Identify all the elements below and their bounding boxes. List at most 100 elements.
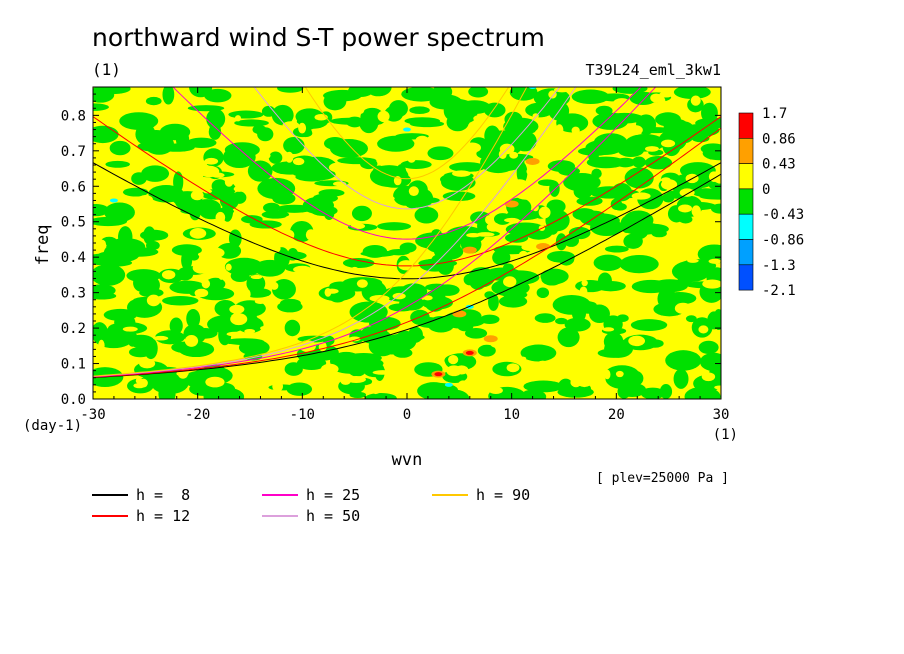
field-patch-positive xyxy=(229,304,245,314)
field-patch-positive xyxy=(526,329,544,339)
legend-label: h = 12 xyxy=(136,507,190,525)
field-patch-negative xyxy=(186,137,217,149)
dispersion-curve-n1-gravity xyxy=(253,87,561,210)
field-patch-positive xyxy=(329,258,340,263)
field-patch-negative xyxy=(477,344,496,357)
x-tick-label: 0 xyxy=(403,407,411,423)
y-tick-label: 0.6 xyxy=(61,179,86,195)
field-patch-negative xyxy=(266,183,286,199)
field-patch-positive xyxy=(230,313,248,326)
field-patch-positive xyxy=(129,154,149,165)
field-patch-negative xyxy=(114,314,136,330)
field-patch-negative xyxy=(699,352,721,372)
colorbar-label: 1.7 xyxy=(762,106,787,122)
field-patch-negative xyxy=(214,300,237,317)
x-tick-label: 20 xyxy=(608,407,625,423)
field-spot-low xyxy=(444,382,453,387)
field-patch-positive xyxy=(328,162,347,173)
field-patch-positive xyxy=(604,369,611,380)
field-patch-positive xyxy=(701,372,716,382)
field-patch-positive xyxy=(477,295,486,301)
field-patch-negative xyxy=(414,206,439,224)
field-patch-negative xyxy=(145,240,160,251)
colorbar-label: 0 xyxy=(762,182,770,198)
x-tick-label: -20 xyxy=(185,407,210,423)
field-patch-negative xyxy=(169,317,183,335)
field-patch-negative xyxy=(701,188,721,199)
field-patch-negative xyxy=(377,135,415,152)
field-patch-positive xyxy=(506,363,520,373)
field-patch-positive xyxy=(265,244,281,254)
field-patch-negative xyxy=(173,171,184,193)
dispersion-curve-n1-gravity xyxy=(172,87,642,240)
field-patch-negative xyxy=(401,87,441,102)
field-patch-negative xyxy=(563,173,601,192)
field-patch-positive xyxy=(153,335,169,341)
field-patch-negative xyxy=(181,250,193,271)
field-patch-positive xyxy=(650,93,663,103)
field-patch-negative xyxy=(330,356,369,374)
field-patch-negative xyxy=(263,202,281,213)
y-tick-label: 0.8 xyxy=(61,108,86,124)
colorbar: 1.7 0.86 0.43 0 -0.43 -0.86 -1.3 -2.1 xyxy=(738,106,804,299)
field-patch-positive xyxy=(377,110,390,123)
field-patch-positive xyxy=(679,188,695,197)
field-patch-negative xyxy=(546,199,566,214)
field-patch-positive xyxy=(218,268,225,280)
field-patch-positive xyxy=(504,217,520,223)
y-tick-label: 0.2 xyxy=(61,321,86,337)
field-patch-positive xyxy=(488,386,503,394)
field-patch-positive xyxy=(372,370,393,375)
colorbar-swatch xyxy=(738,188,754,215)
field-patch-positive xyxy=(448,355,459,365)
field-patch-negative xyxy=(145,96,162,106)
field-patch-negative xyxy=(698,340,719,355)
field-patch-positive xyxy=(505,181,518,188)
curve-legend: h = 8 h = 12 h = 25 h = 50 h = 90 xyxy=(92,486,530,525)
field-patch-negative xyxy=(576,196,603,206)
field-patch-negative xyxy=(520,344,557,362)
field-patch-negative xyxy=(247,160,273,182)
field-patch-negative xyxy=(483,102,506,118)
field-patch-negative xyxy=(525,102,554,118)
field-patch-positive xyxy=(452,170,471,177)
field-patch-negative xyxy=(189,204,201,221)
field-patch-positive xyxy=(254,299,267,304)
field-patch-positive xyxy=(445,138,458,148)
field-patch-negative xyxy=(228,110,264,119)
field-patch-positive xyxy=(713,174,721,184)
colorbar-label: -0.43 xyxy=(762,207,804,223)
field-patch-negative xyxy=(619,254,659,274)
colorbar-label: -1.3 xyxy=(762,258,796,274)
field-patch-negative xyxy=(425,283,449,291)
field-patch-negative xyxy=(377,222,412,231)
field-patch-negative xyxy=(604,245,629,253)
field-patch-negative xyxy=(623,233,643,249)
field-spot-high xyxy=(504,200,519,208)
field-patch-positive xyxy=(592,294,603,303)
field-patch-negative xyxy=(637,389,667,396)
field-patch-negative xyxy=(295,172,329,182)
field-spot-high xyxy=(462,246,477,254)
field-patch-positive xyxy=(305,229,317,241)
field-patch-positive xyxy=(356,279,368,288)
field-patch-positive xyxy=(535,360,550,370)
field-patch-negative xyxy=(446,113,469,132)
field-patch-negative xyxy=(318,285,356,302)
field-patch-positive xyxy=(509,151,519,159)
field-patch-positive xyxy=(486,222,500,232)
field-patch-positive xyxy=(226,331,245,337)
dispersion-curve-mixed-rossby-gravity xyxy=(93,87,577,377)
field-patch-negative xyxy=(426,237,461,254)
field-patch-negative xyxy=(208,123,222,140)
field-patch-positive xyxy=(702,279,721,289)
field-patch-positive xyxy=(146,294,161,307)
field-patch-positive xyxy=(698,325,709,334)
dispersion-curve-n1-gravity xyxy=(304,87,510,180)
field-patch-positive xyxy=(555,124,564,137)
field-patch-positive xyxy=(670,327,678,334)
field-patch-positive xyxy=(628,335,646,347)
field-patch-negative xyxy=(540,268,569,285)
field-patch-positive xyxy=(350,266,359,275)
field-patch-positive xyxy=(342,212,351,222)
